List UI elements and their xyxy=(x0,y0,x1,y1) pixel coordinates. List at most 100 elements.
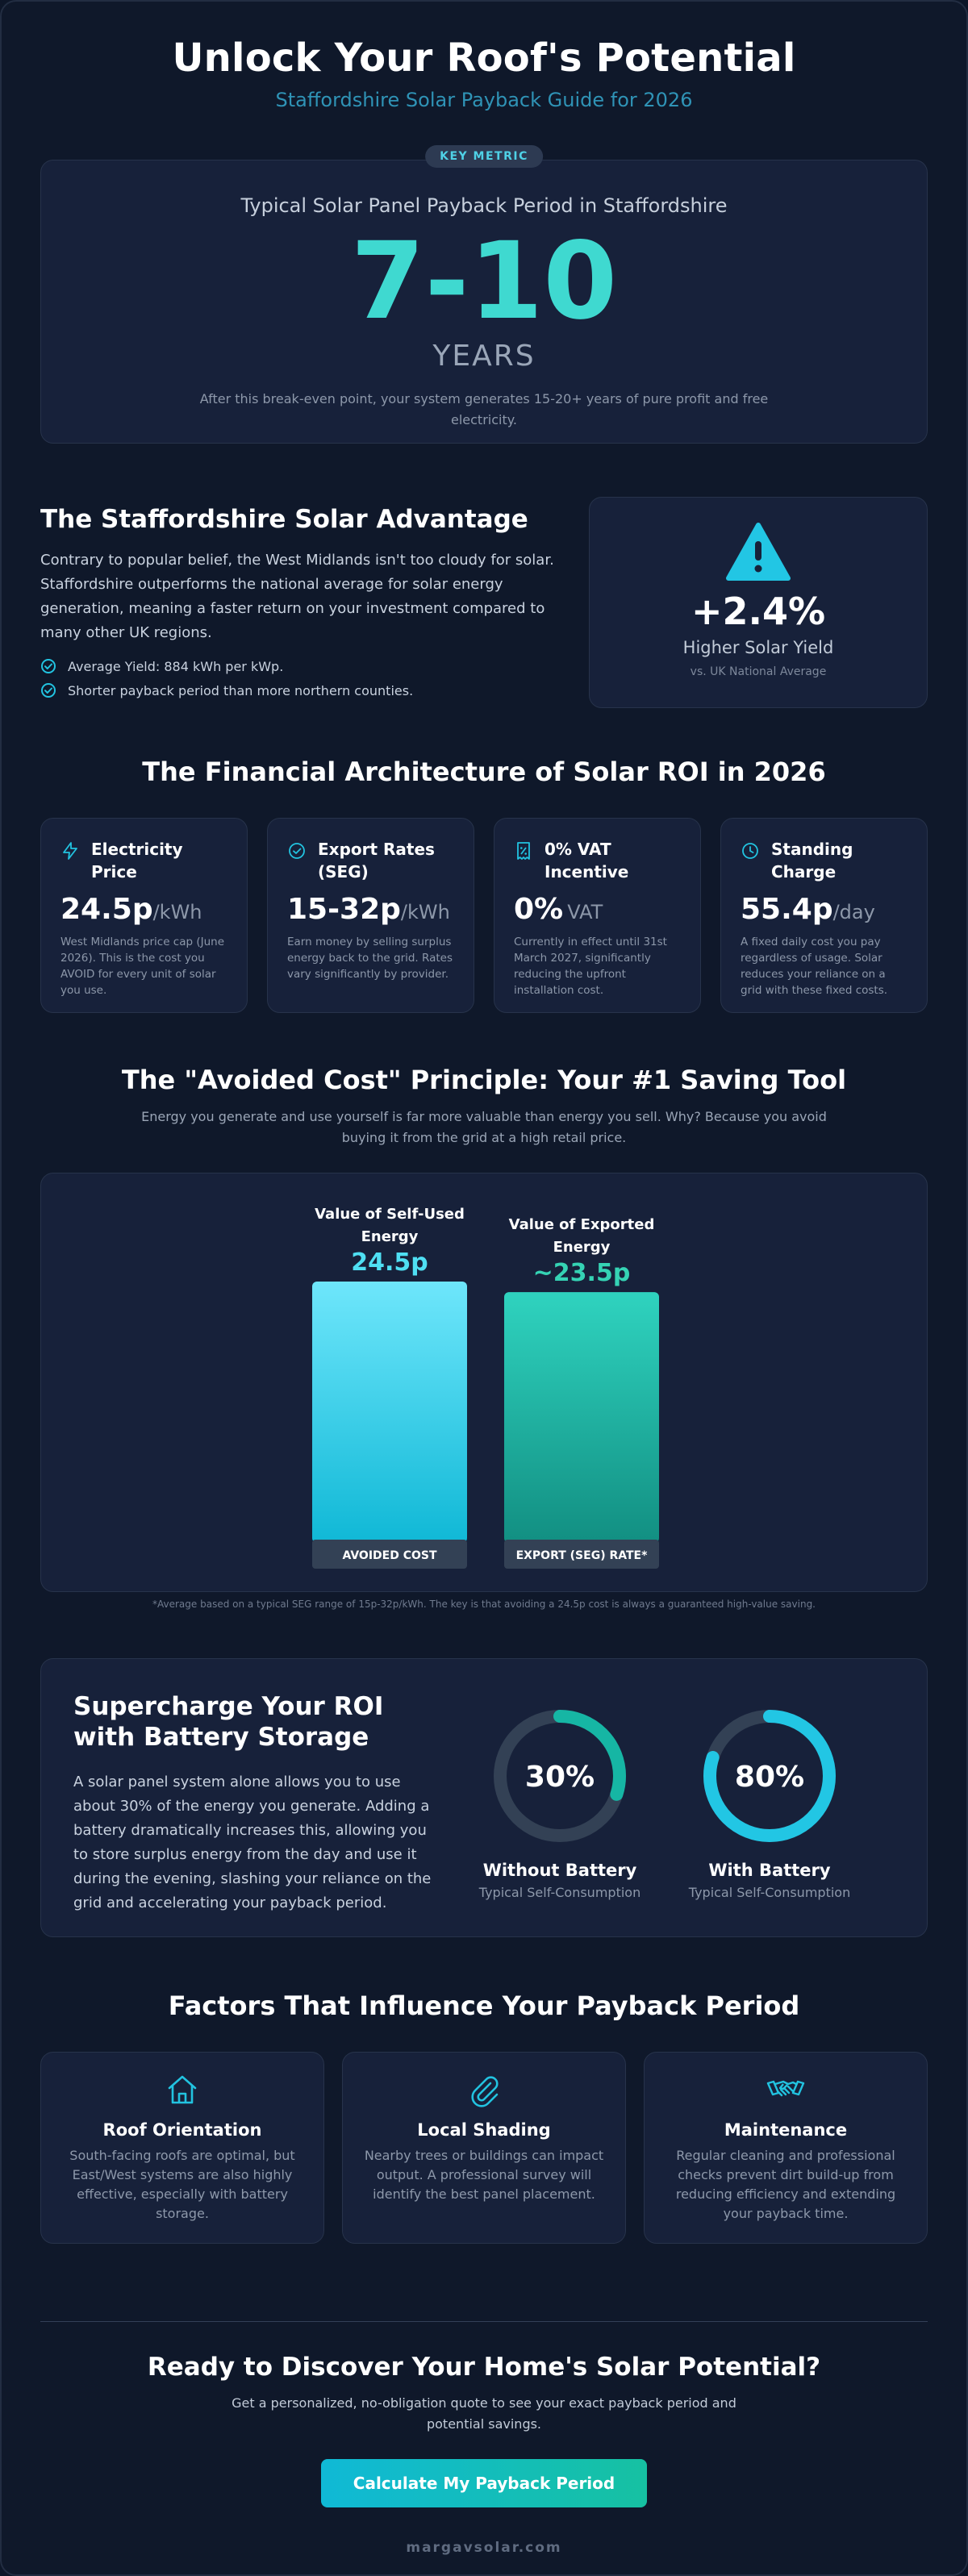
donut-caption: Without Battery xyxy=(482,1861,637,1880)
cta-title: Ready to Discover Your Home's Solar Pote… xyxy=(147,2353,821,2382)
check-item: Average Yield: 884 kWh per kWp. xyxy=(40,658,557,674)
check-text: Shorter payback period than more norther… xyxy=(68,682,414,698)
lightning-icon xyxy=(63,842,77,860)
factor-card: Roof Orientation South-facing roofs are … xyxy=(40,2052,324,2244)
financial-card: Electricity Price 24.5p/kWh West Midland… xyxy=(40,818,248,1013)
financial-card-desc: Currently in effect until 31st March 202… xyxy=(514,936,667,997)
battery-title: Supercharge Your ROI with Battery Storag… xyxy=(73,1692,384,1752)
receipt-icon xyxy=(517,842,530,860)
battery-text: A solar panel system alone allows you to… xyxy=(73,1774,432,1911)
donut-value: 80% xyxy=(735,1761,804,1794)
financial-card-title: Electricity Price xyxy=(91,840,183,882)
bar-base xyxy=(312,1540,467,1569)
key-metric-card: Typical Solar Panel Payback Period in St… xyxy=(40,160,928,444)
key-metric-value: 7-10 xyxy=(350,219,618,344)
financial-card-title: Export Rates (SEG) xyxy=(318,840,435,882)
avoided-cost-subtitle: Energy you generate and use yourself is … xyxy=(141,1109,827,1145)
financial-card-unit: /kWh xyxy=(152,901,202,923)
financial-card-unit: /kWh xyxy=(400,901,450,923)
advantage-title: The Staffordshire Solar Advantage xyxy=(40,505,528,534)
key-metric-section: Typical Solar Panel Payback Period in St… xyxy=(40,145,928,444)
category-label: AVOIDED COST xyxy=(342,1549,437,1562)
divider xyxy=(40,2321,928,2322)
header: Unlock Your Roof's Potential Staffordshi… xyxy=(40,2,928,111)
bar xyxy=(312,1282,467,1543)
donut-progress xyxy=(494,1710,626,1842)
financial-card-desc: Earn money by selling surplus energy bac… xyxy=(287,936,453,981)
factor-title: Local Shading xyxy=(417,2120,551,2140)
donut-subcaption: Typical Self-Consumption xyxy=(688,1885,851,1900)
factor-desc: Regular cleaning and professional checks… xyxy=(675,2148,896,2221)
series-title: Energy xyxy=(361,1228,419,1245)
bar xyxy=(504,1292,659,1543)
donut-chart: 30% xyxy=(494,1710,626,1842)
house-icon xyxy=(168,2075,197,2104)
cta-subtitle: Get a personalized, no-obligation quote … xyxy=(232,2395,736,2432)
financial-card-title: Standing Charge xyxy=(771,840,853,882)
check-item: Shorter payback period than more norther… xyxy=(40,682,557,698)
factor-card: Maintenance Regular cleaning and profess… xyxy=(644,2052,928,2244)
financial-title: The Financial Architecture of Solar ROI … xyxy=(142,757,826,787)
factor-title: Maintenance xyxy=(724,2120,848,2140)
financial-card-value: 55.4p xyxy=(741,893,833,926)
financial-card-unit: VAT xyxy=(567,901,603,923)
financial-card: Export Rates (SEG) 15-32p/kWh Earn money… xyxy=(267,818,474,1013)
value-label: ~23.5p xyxy=(533,1259,631,1287)
key-metric-note: After this break-even point, your system… xyxy=(199,391,769,427)
yield-stat-label: Higher Solar Yield xyxy=(682,638,834,657)
avoided-cost-title: The "Avoided Cost" Principle: Your #1 Sa… xyxy=(121,1065,847,1095)
factor-card: Local Shading Nearby trees or buildings … xyxy=(342,2052,626,2244)
financial-card-value: 24.5p xyxy=(60,893,153,926)
financial-cards: Electricity Price 24.5p/kWh West Midland… xyxy=(40,818,928,1013)
key-metric-unit: YEARS xyxy=(432,340,536,373)
factor-desc: South-facing roofs are optimal, but East… xyxy=(69,2148,295,2221)
paperclip-icon xyxy=(471,2076,499,2107)
advantage-section: The Staffordshire Solar Advantage Contra… xyxy=(40,497,928,708)
calculate-payback-button[interactable]: Calculate My Payback Period xyxy=(321,2459,647,2507)
handshake-icon xyxy=(766,2080,805,2097)
chart-footnote: *Average based on a typical SEG range of… xyxy=(152,1599,816,1610)
clock-icon xyxy=(742,843,758,859)
yield-stat-note: vs. UK National Average xyxy=(690,665,827,678)
factors-title: Factors That Influence Your Payback Peri… xyxy=(168,1990,800,2021)
financial-card: Standing Charge 55.4p/day A fixed daily … xyxy=(720,818,928,1013)
financial-card-value: 0% xyxy=(514,893,564,926)
financial-card: 0% VAT Incentive 0% VAT Currently in eff… xyxy=(494,818,701,1013)
financial-card-desc: West Midlands price cap (June 2026). Thi… xyxy=(60,936,225,997)
check-circle-icon xyxy=(289,843,305,859)
avoided-cost-chart: AVOIDED COST 24.5p Value of Self-Used Energ… xyxy=(40,1173,928,1592)
donut-progress xyxy=(703,1710,836,1842)
donut-chart: 80% xyxy=(703,1710,836,1842)
financial-card-value: 15-32p xyxy=(287,893,401,926)
page-subtitle: Staffordshire Solar Payback Guide for 20… xyxy=(275,89,693,111)
donut-without-battery: 30% Without Battery Typical Self-Consump… xyxy=(475,1699,645,1904)
factors-cards: Roof Orientation South-facing roofs are … xyxy=(40,2052,928,2244)
category-label: EXPORT (SEG) RATE* xyxy=(516,1549,649,1562)
check-circle-icon xyxy=(41,683,56,698)
key-metric-title: Typical Solar Panel Payback Period in St… xyxy=(240,194,728,217)
check-circle-icon xyxy=(41,659,56,673)
donut-with-battery: 80% With Battery Typical Self-Consumptio… xyxy=(685,1699,854,1904)
bar-chart: AVOIDED COST 24.5p Value of Self-Used Energ… xyxy=(312,1206,659,1569)
footer-domain: margavsolar.com xyxy=(406,2540,562,2556)
yield-stat-card: +2.4% Higher Solar Yield vs. UK National… xyxy=(589,497,928,708)
financial-card-title: 0% VAT Incentive xyxy=(544,840,629,882)
financial-card-desc: A fixed daily cost you pay regardless of… xyxy=(741,936,888,997)
donut-value: 30% xyxy=(525,1761,595,1794)
donut-subcaption: Typical Self-Consumption xyxy=(478,1885,641,1900)
page-title: Unlock Your Roof's Potential xyxy=(172,35,796,81)
donut-caption: With Battery xyxy=(708,1861,831,1880)
factor-desc: Nearby trees or buildings can impact out… xyxy=(364,2148,604,2202)
factor-title: Roof Orientation xyxy=(102,2120,262,2140)
series-title: Energy xyxy=(553,1239,611,1256)
warning-icon xyxy=(726,523,791,581)
value-label: 24.5p xyxy=(351,1248,428,1277)
financial-card-unit: /day xyxy=(832,901,875,923)
series-title: Value of Exported xyxy=(509,1216,655,1233)
series-title: Value of Self-Used xyxy=(315,1206,465,1223)
key-metric-badge: KEY METRIC xyxy=(425,145,543,168)
advantage-text: Contrary to popular belief, the West Mid… xyxy=(40,552,554,641)
yield-stat-value: +2.4% xyxy=(691,590,826,633)
battery-section: Supercharge Your ROI with Battery Storag… xyxy=(40,1658,928,1937)
